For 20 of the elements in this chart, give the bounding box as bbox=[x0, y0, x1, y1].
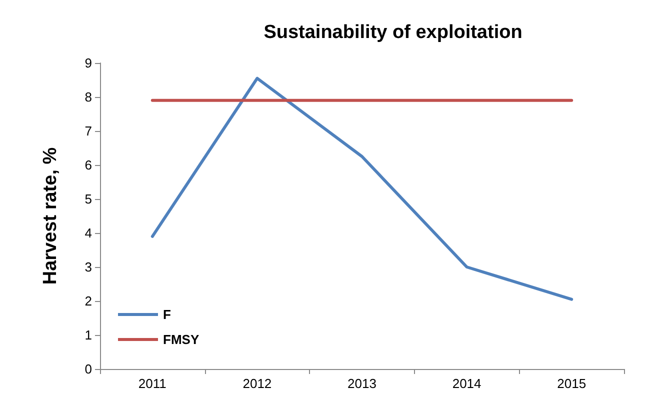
legend-label: F bbox=[163, 307, 171, 322]
legend-label: FMSY bbox=[163, 332, 200, 347]
y-tick-label: 0 bbox=[84, 362, 92, 376]
y-tick-label: 1 bbox=[84, 328, 92, 342]
x-tick-label: 2013 bbox=[348, 376, 376, 391]
y-tick-label: 3 bbox=[84, 260, 92, 274]
x-tick-label: 2011 bbox=[138, 376, 166, 391]
x-tick-label: 2014 bbox=[452, 376, 482, 391]
x-tick-label: 2012 bbox=[242, 376, 272, 391]
y-tick-label: 7 bbox=[84, 124, 92, 138]
y-tick-label: 8 bbox=[84, 90, 92, 104]
chart-title: Sustainability of exploitation bbox=[264, 22, 522, 43]
line-series bbox=[150, 76, 574, 301]
y-tick-label: 2 bbox=[84, 294, 92, 308]
y-tick-label: 9 bbox=[84, 56, 92, 70]
y-tick-label: 4 bbox=[84, 226, 92, 240]
y-axis-title: Harvest rate, % bbox=[40, 147, 61, 285]
y-tick-label: 5 bbox=[84, 192, 92, 206]
y-tick-label: 6 bbox=[84, 158, 92, 172]
x-tick-label: 2015 bbox=[557, 376, 586, 391]
